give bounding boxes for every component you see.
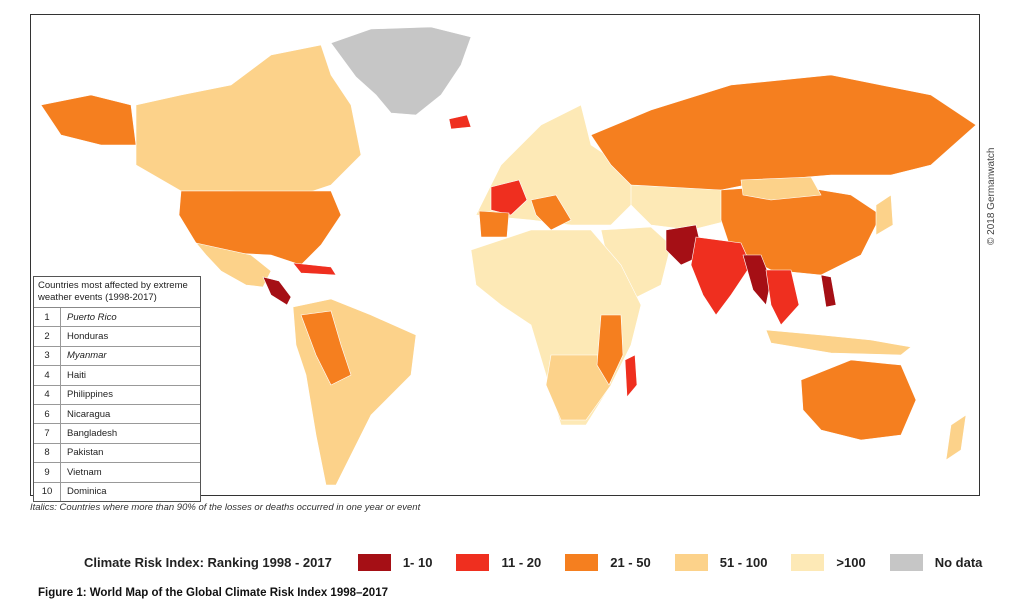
region-usa — [178, 190, 342, 266]
region-france — [490, 179, 528, 216]
table-row: 4 Haiti — [34, 366, 200, 386]
country-cell: Vietnam — [67, 466, 102, 478]
figure-caption: Figure 1: World Map of the Global Climat… — [38, 587, 388, 599]
legend-label: No data — [934, 555, 983, 570]
country-cell: Myanmar — [67, 350, 107, 362]
region-new-zealand — [945, 414, 967, 461]
country-cell: Haiti — [67, 369, 87, 381]
country-cell: Honduras — [67, 331, 109, 343]
region-greenland — [330, 26, 472, 116]
legend-swatch — [889, 554, 923, 571]
rank-cell: 4 — [34, 366, 61, 385]
table-row: 3 Myanmar — [34, 346, 200, 367]
region-australia — [800, 359, 917, 441]
legend-title: Climate Risk Index: Ranking 1998 - 2017 — [84, 555, 332, 570]
rank-cell: 4 — [34, 385, 61, 404]
rank-cell: 10 — [34, 482, 61, 501]
legend-item: 1- 10 — [357, 554, 433, 571]
legend: Climate Risk Index: Ranking 1998 - 2017 … — [84, 554, 1006, 571]
legend-swatch — [674, 554, 708, 571]
region-italy — [530, 194, 572, 231]
country-cell: Nicaragua — [67, 408, 111, 420]
legend-item: No data — [889, 554, 983, 571]
region-japan — [875, 194, 894, 236]
country-cell: Pakistan — [67, 447, 104, 459]
legend-swatch — [357, 554, 391, 571]
ranking-table: Countries most affected by extreme weath… — [33, 276, 201, 502]
region-philippines — [820, 274, 837, 308]
table-row: 8 Pakistan — [34, 443, 200, 464]
rank-cell: 2 — [34, 327, 61, 346]
ranking-table-caption: Countries most affected by extreme weath… — [34, 277, 200, 308]
region-andes — [300, 310, 352, 386]
table-row: 4 Philippines — [34, 385, 200, 405]
region-southeast-asia — [765, 269, 800, 326]
table-row: 9 Vietnam — [34, 463, 200, 483]
rank-cell: 9 — [34, 463, 61, 482]
legend-item: 11 - 20 — [456, 554, 541, 571]
legend-label: 11 - 20 — [501, 555, 542, 570]
legend-label: 21 - 50 — [610, 555, 651, 570]
italics-note: Italics: Countries where more than 90% o… — [30, 502, 421, 513]
legend-item: >100 — [791, 554, 866, 571]
legend-label: >100 — [836, 555, 866, 570]
legend-swatch — [791, 554, 825, 571]
region-central-america — [262, 276, 292, 306]
region-madagascar — [624, 354, 638, 398]
legend-swatch — [456, 554, 490, 571]
region-russia — [590, 74, 977, 196]
region-mongolia — [740, 176, 822, 201]
country-cell: Dominica — [67, 486, 107, 498]
region-east-africa — [596, 314, 624, 386]
region-indonesia — [765, 329, 912, 356]
region-central-asia — [630, 184, 732, 231]
region-canada — [135, 44, 362, 196]
table-row: 10 Dominica — [34, 482, 200, 501]
copyright-label: © 2018 Germanwatch — [986, 147, 997, 245]
country-cell: Philippines — [67, 389, 113, 401]
legend-swatch — [565, 554, 599, 571]
region-myanmar — [742, 254, 772, 306]
rank-cell: 3 — [34, 346, 61, 366]
region-mexico — [195, 242, 272, 288]
legend-item: 21 - 50 — [565, 554, 651, 571]
rank-cell: 7 — [34, 424, 61, 443]
legend-label: 1- 10 — [402, 555, 433, 570]
region-china — [720, 184, 882, 276]
region-alaska — [40, 94, 137, 146]
legend-label: 51 - 100 — [719, 555, 768, 570]
rank-cell: 6 — [34, 404, 61, 424]
region-iberia — [478, 210, 510, 238]
legend-item: 51 - 100 — [674, 554, 768, 571]
rank-cell: 8 — [34, 443, 61, 463]
country-cell: Puerto Rico — [67, 311, 117, 323]
table-row: 7 Bangladesh — [34, 424, 200, 444]
rank-cell: 1 — [34, 308, 61, 327]
country-cell: Bangladesh — [67, 428, 118, 440]
table-row: 2 Honduras — [34, 327, 200, 347]
region-india — [690, 236, 752, 316]
region-iceland — [448, 114, 472, 130]
table-row: 6 Nicaragua — [34, 404, 200, 425]
region-caribbean — [292, 262, 337, 276]
table-row: 1 Puerto Rico — [34, 308, 200, 328]
map-canvas — [40, 26, 977, 486]
